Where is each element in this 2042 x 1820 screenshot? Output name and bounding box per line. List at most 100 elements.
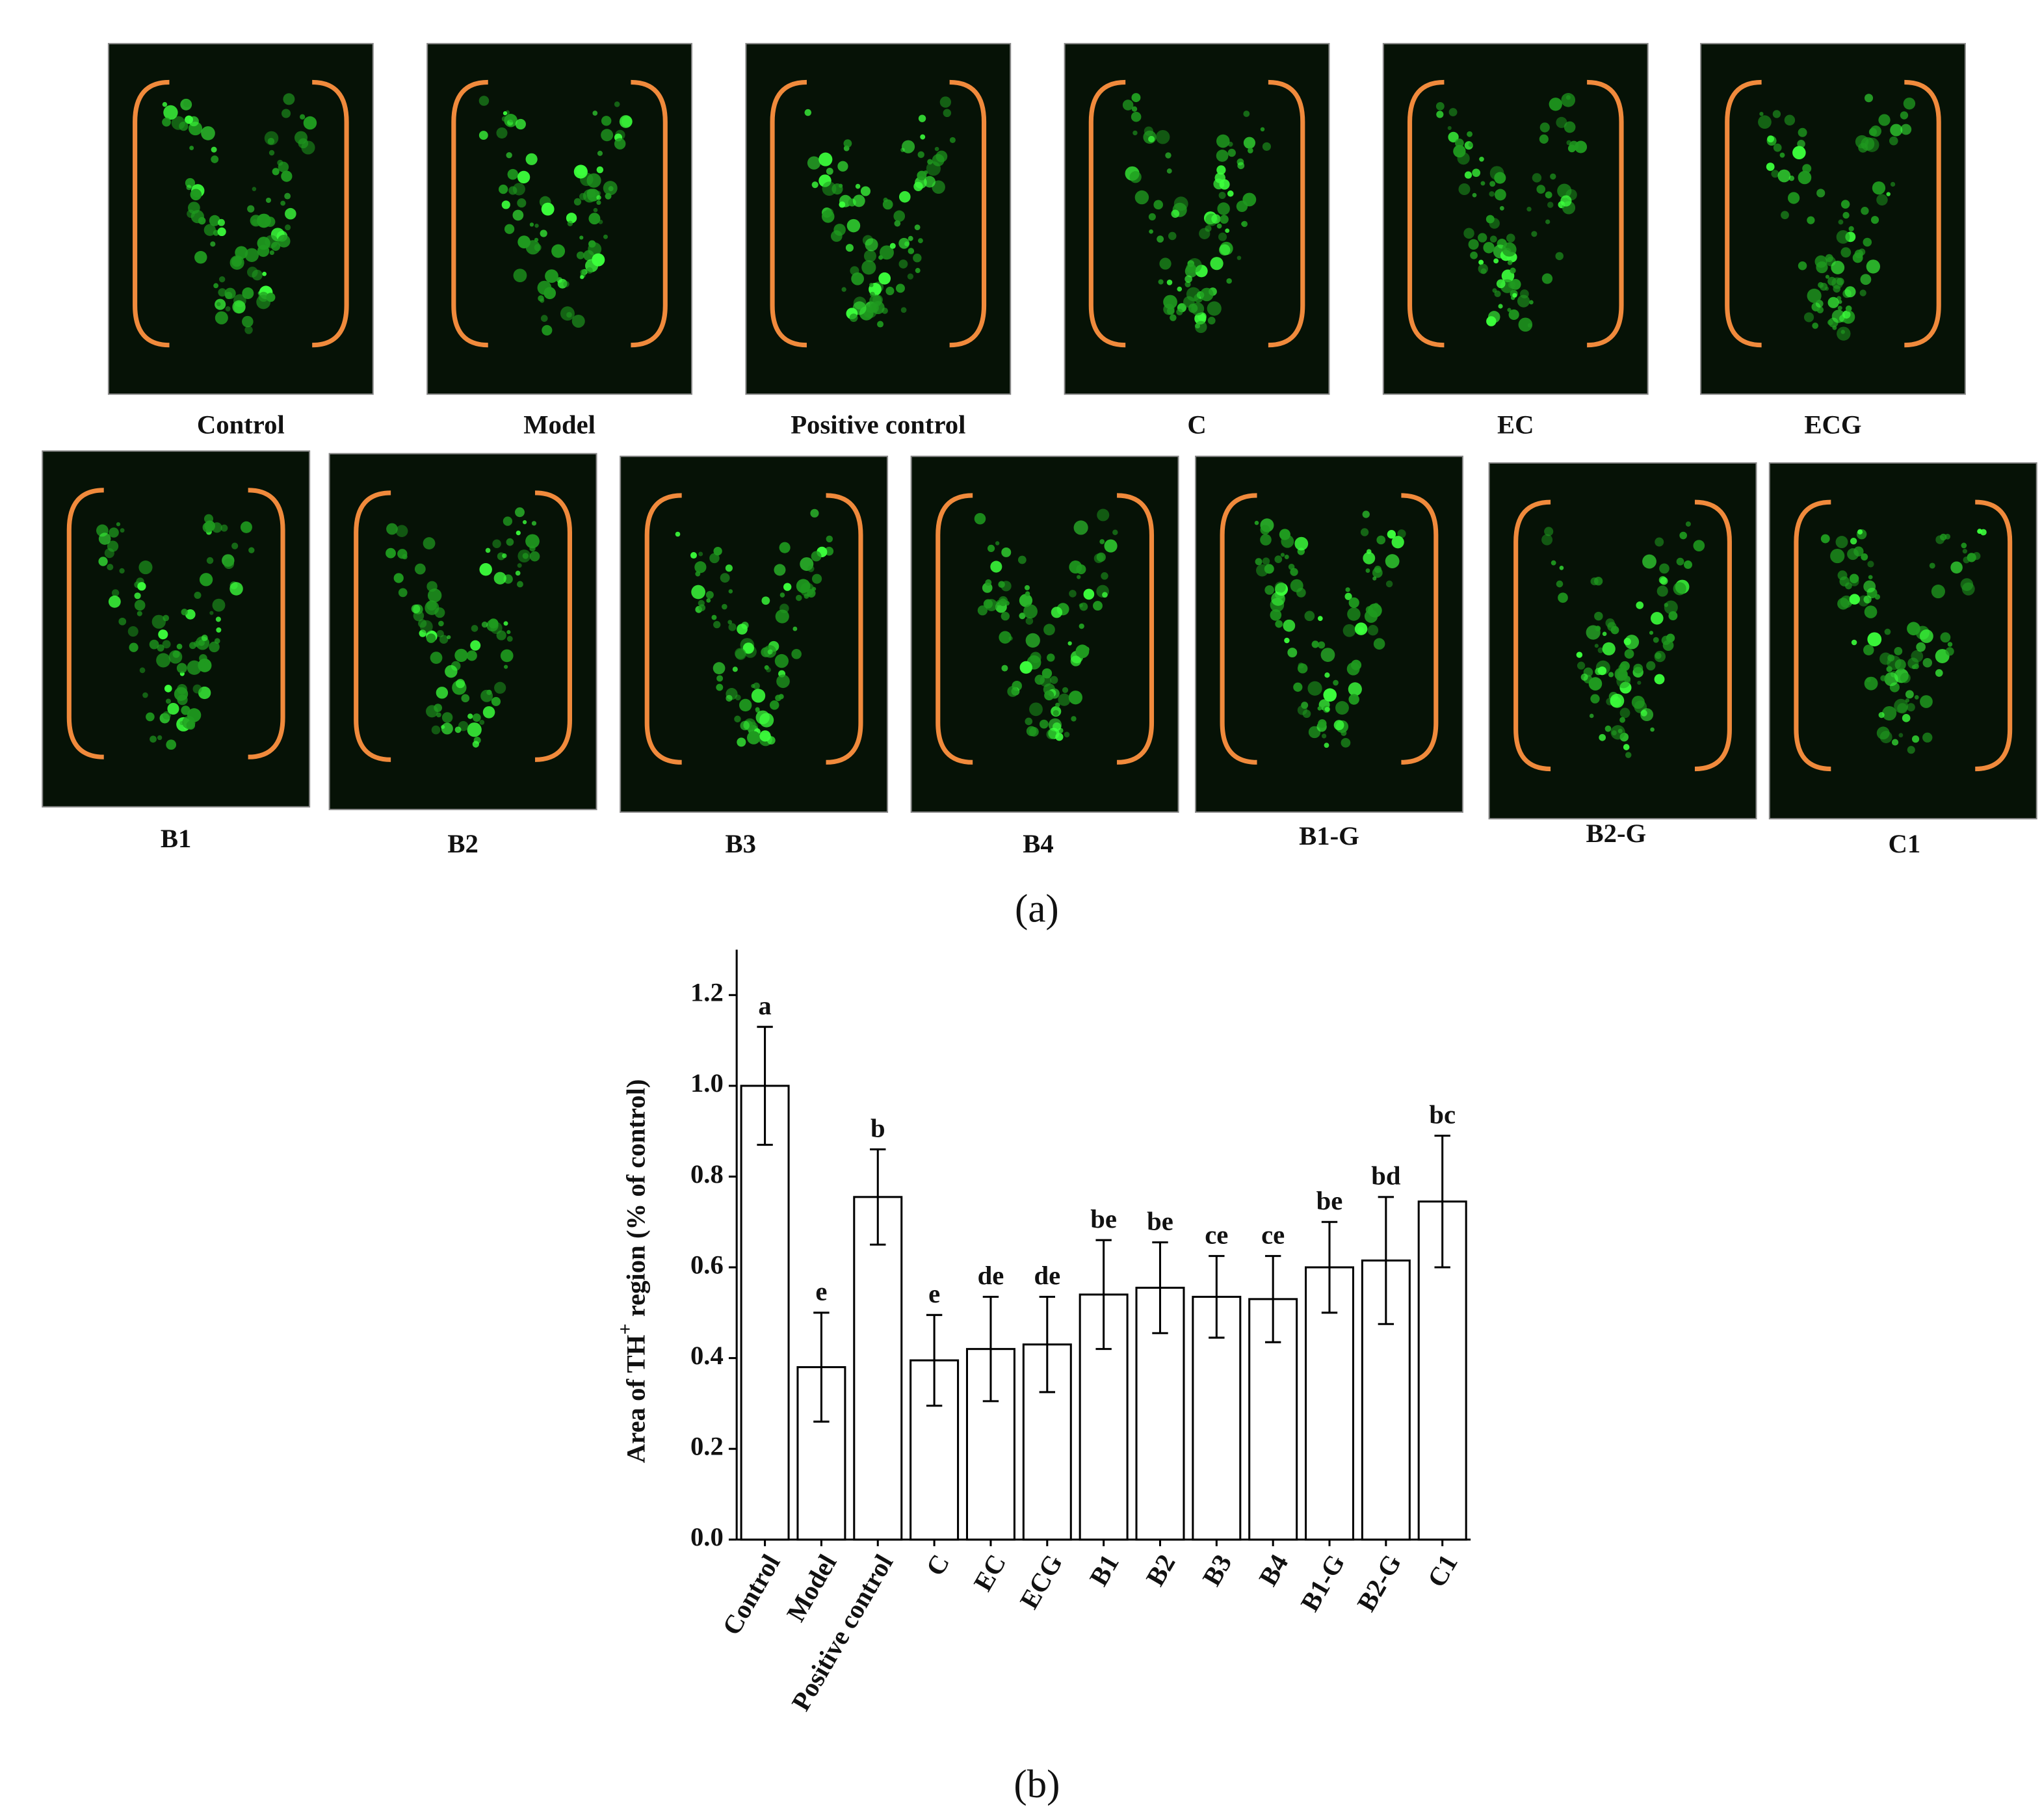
fluorescent-cell — [1467, 131, 1473, 137]
micrograph — [1700, 43, 1966, 395]
fluorescent-cell — [215, 311, 228, 324]
fluorescent-cell — [583, 250, 594, 261]
fluorescent-cell — [206, 557, 214, 564]
fluorescent-cell — [506, 152, 512, 159]
fluorescent-cell — [792, 626, 798, 631]
fluorescent-cell — [120, 528, 125, 533]
fluorescent-cell — [735, 694, 741, 701]
fluorescent-cell — [461, 694, 470, 703]
fluorescent-cell — [1274, 581, 1286, 593]
fluorescent-cell — [1594, 644, 1599, 648]
fluorescent-cell — [1939, 533, 1947, 541]
fluorescent-cell — [504, 224, 515, 234]
fluorescent-cell — [1207, 301, 1222, 316]
fluorescent-cell — [189, 116, 199, 127]
fluorescent-cell — [1134, 190, 1149, 205]
fluorescent-cell — [176, 663, 187, 674]
significance-letter: a — [758, 991, 771, 1020]
fluorescent-cell — [426, 705, 438, 718]
fluorescent-cell — [298, 138, 309, 149]
fluorescent-cell — [598, 219, 603, 224]
fluorescent-cell — [1374, 566, 1381, 574]
fluorescent-cell — [1837, 598, 1850, 610]
fluorescent-cell — [496, 127, 508, 139]
x-tick-label: B1 — [1084, 1550, 1125, 1591]
fluorescent-cell — [1607, 622, 1617, 631]
fluorescent-cell — [995, 541, 1000, 546]
fluorescent-cell — [1242, 192, 1257, 207]
fluorescent-cell — [507, 114, 516, 123]
fluorescent-cell — [1101, 572, 1108, 580]
fluorescent-cell — [1216, 165, 1226, 175]
fluorescent-cell — [727, 620, 733, 625]
fluorescent-cell — [1863, 644, 1874, 655]
fluorescent-cell — [436, 629, 444, 638]
fluorescent-cell — [1297, 705, 1307, 715]
fluorescent-cell — [1001, 611, 1010, 621]
fluorescent-cell — [1166, 307, 1175, 315]
fluorescent-cell — [186, 185, 192, 191]
fluorescent-cell — [1093, 553, 1104, 564]
bracket — [354, 490, 391, 762]
fluorescent-cell — [1777, 169, 1791, 183]
bracket — [936, 493, 973, 765]
fluorescent-cell — [1216, 134, 1230, 148]
fluorescent-cell — [209, 215, 220, 226]
fluorescent-cell — [1385, 554, 1400, 568]
fluorescent-cell — [525, 240, 540, 255]
fluorescent-cell — [1048, 718, 1062, 732]
fluorescent-cell — [769, 700, 779, 710]
fluorescent-cell — [531, 521, 537, 526]
fluorescent-cell — [566, 213, 577, 224]
fluorescent-cell — [1900, 672, 1911, 683]
fluorescent-cell — [129, 642, 138, 652]
fluorescent-cell — [1468, 142, 1473, 148]
fluorescent-cell — [852, 194, 865, 207]
fluorescent-cell — [470, 640, 481, 651]
fluorescent-cell — [943, 109, 952, 118]
fluorescent-cell — [741, 622, 749, 629]
image-label: Model — [523, 410, 596, 439]
fluorescent-cell — [1653, 637, 1659, 643]
fluorescent-cell — [1489, 218, 1500, 229]
fluorescent-cell — [1489, 191, 1495, 197]
fluorescent-cell — [285, 207, 296, 220]
fluorescent-cell — [990, 561, 1002, 573]
fluorescent-cell — [139, 667, 146, 674]
fluorescent-cell — [225, 291, 233, 300]
x-tick-label: ECG — [1014, 1550, 1068, 1614]
fluorescent-cell — [761, 596, 770, 605]
fluorescent-cell — [1062, 687, 1069, 693]
fluorescent-cell — [166, 739, 177, 750]
fluorescent-cell — [281, 109, 291, 118]
image-label: B2-G — [1586, 819, 1647, 848]
fluorescent-cell — [1935, 669, 1943, 677]
fluorescent-cell — [1290, 568, 1298, 576]
fluorescent-cell — [1560, 195, 1572, 207]
fluorescent-cell — [1549, 98, 1562, 111]
fluorescent-cell — [1457, 152, 1470, 165]
fluorescent-cell — [1838, 300, 1842, 304]
fluorescent-cell — [216, 302, 221, 306]
fluorescent-cell — [1676, 557, 1684, 566]
fluorescent-cell — [977, 605, 988, 616]
fluorescent-cell — [779, 542, 791, 553]
fluorescent-cell — [1294, 536, 1309, 551]
fluorescent-cell — [742, 642, 754, 654]
fluorescent-cell — [1847, 548, 1859, 561]
fluorescent-cell — [1656, 585, 1668, 597]
fluorescent-cell — [1867, 632, 1882, 647]
fluorescent-cell — [1304, 611, 1315, 622]
image-label: B1 — [161, 824, 191, 853]
fluorescent-cell — [1470, 251, 1478, 259]
bracket — [66, 488, 104, 759]
fluorescent-cell — [898, 237, 910, 249]
fluorescent-cell — [1216, 223, 1222, 229]
fluorescent-cell — [213, 283, 219, 289]
fluorescent-cell — [242, 287, 254, 299]
fluorescent-cell — [1271, 592, 1285, 606]
bracket — [1268, 79, 1305, 348]
fluorescent-cell — [1781, 211, 1789, 220]
fluorescent-cell — [1149, 229, 1153, 234]
fluorescent-cell — [529, 222, 534, 227]
